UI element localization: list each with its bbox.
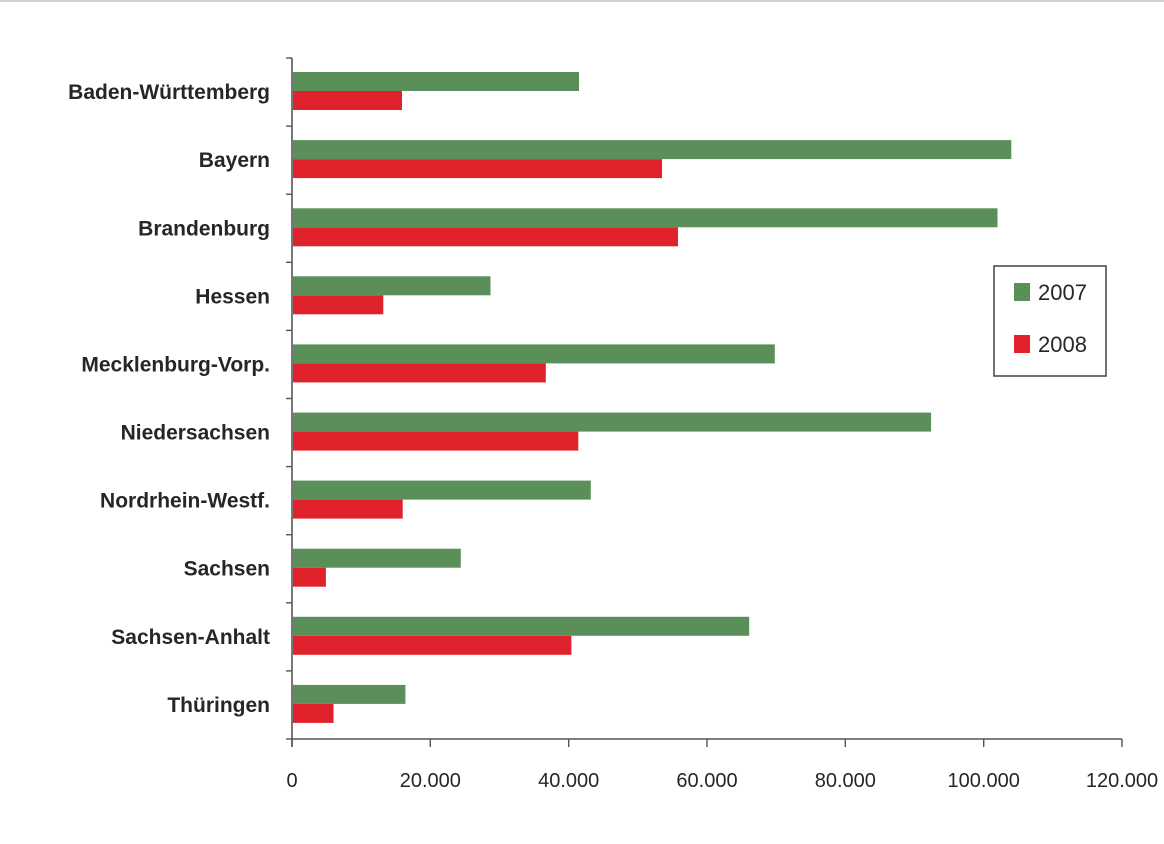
bar-brandenburg-2007 <box>293 208 998 228</box>
bar-thueringen-2008 <box>293 703 334 723</box>
legend: 2007 2008 <box>993 265 1107 377</box>
bar-brandenburg-2008 <box>293 227 678 247</box>
category-label-thueringen: Thüringen <box>167 694 270 717</box>
x-tick-label-80-000: 80.000 <box>815 770 876 792</box>
bar-hessen-2007 <box>293 276 491 296</box>
bar-sachsen-anhalt-2008 <box>293 635 572 655</box>
bars-group <box>293 72 1012 723</box>
bar-nordrhein-westf-2008 <box>293 499 403 519</box>
bar-thueringen-2007 <box>293 684 406 704</box>
category-label-bayern: Bayern <box>199 149 270 172</box>
x-tick-label-40-000: 40.000 <box>538 770 599 792</box>
bar-bayern-2007 <box>293 140 1012 160</box>
category-label-baden-wuerttemberg: Baden-Württemberg <box>68 81 270 104</box>
bar-mecklenburg-vorp-2008 <box>293 363 546 383</box>
category-label-nordrhein-westf: Nordrhein-Westf. <box>100 490 270 513</box>
legend-label-2008: 2008 <box>1038 332 1087 357</box>
legend-swatch-2008 <box>1014 335 1030 353</box>
category-label-brandenburg: Brandenburg <box>138 217 270 240</box>
bar-sachsen-anhalt-2007 <box>293 616 750 636</box>
bar-nordrhein-westf-2007 <box>293 480 591 500</box>
category-labels: Baden-Württemberg Bayern Brandenburg Hessen… <box>68 81 270 717</box>
x-tick-label-0: 0 <box>286 770 297 792</box>
bar-sachsen-2007 <box>293 548 461 568</box>
bar-bayern-2008 <box>293 159 662 179</box>
bar-sachsen-2008 <box>293 567 326 587</box>
bar-hessen-2008 <box>293 295 384 315</box>
category-label-sachsen-anhalt: Sachsen-Anhalt <box>111 626 270 649</box>
x-tick-label-20-000: 20.000 <box>400 770 461 792</box>
legend-swatch-2007 <box>1014 283 1030 301</box>
legend-label-2007: 2007 <box>1038 280 1087 305</box>
category-label-hessen: Hessen <box>195 285 270 308</box>
x-tick-label-60-000: 60.000 <box>676 770 737 792</box>
bar-mecklenburg-vorp-2007 <box>293 344 775 364</box>
bar-niedersachsen-2008 <box>293 431 579 451</box>
category-label-mecklenburg-vorp: Mecklenburg-Vorp. <box>81 353 270 376</box>
category-label-niedersachsen: Niedersachsen <box>121 422 270 445</box>
x-tick-labels: 0 20.000 40.000 60.000 80.000 100.000 120.000 <box>286 770 1158 792</box>
axes-group <box>286 57 1123 747</box>
x-tick-label-100-000: 100.000 <box>948 770 1020 792</box>
x-tick-label-120-000: 120.000 <box>1086 770 1158 792</box>
bar-baden-wuerttemberg-2007 <box>293 72 579 91</box>
bar-niedersachsen-2007 <box>293 412 932 432</box>
category-label-sachsen: Sachsen <box>184 558 270 581</box>
legend-box <box>993 265 1107 377</box>
bar-baden-wuerttemberg-2008 <box>293 91 402 110</box>
